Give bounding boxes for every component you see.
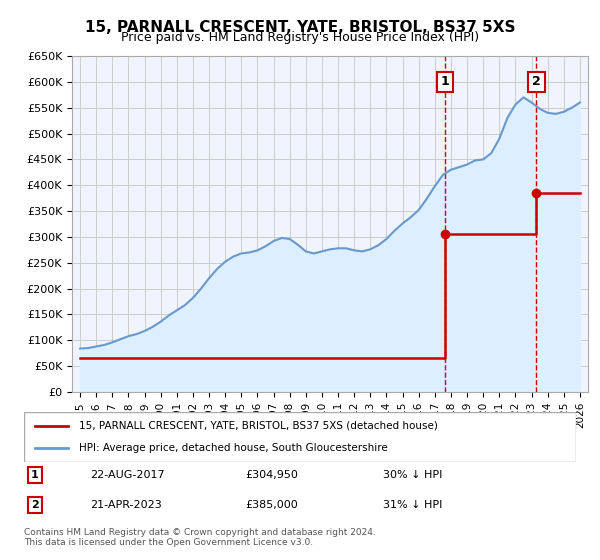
- Text: 31% ↓ HPI: 31% ↓ HPI: [383, 500, 442, 510]
- Text: HPI: Average price, detached house, South Gloucestershire: HPI: Average price, detached house, Sout…: [79, 443, 388, 453]
- Text: 2: 2: [532, 76, 541, 88]
- Text: 2: 2: [31, 500, 39, 510]
- Text: 22-AUG-2017: 22-AUG-2017: [90, 470, 165, 480]
- Text: 21-APR-2023: 21-APR-2023: [90, 500, 162, 510]
- Text: £304,950: £304,950: [245, 470, 298, 480]
- Text: 15, PARNALL CRESCENT, YATE, BRISTOL, BS37 5XS (detached house): 15, PARNALL CRESCENT, YATE, BRISTOL, BS3…: [79, 421, 438, 431]
- Text: 30% ↓ HPI: 30% ↓ HPI: [383, 470, 442, 480]
- Text: 1: 1: [31, 470, 39, 480]
- Text: Price paid vs. HM Land Registry's House Price Index (HPI): Price paid vs. HM Land Registry's House …: [121, 31, 479, 44]
- Text: 1: 1: [441, 76, 449, 88]
- Text: 15, PARNALL CRESCENT, YATE, BRISTOL, BS37 5XS: 15, PARNALL CRESCENT, YATE, BRISTOL, BS3…: [85, 20, 515, 35]
- Text: Contains HM Land Registry data © Crown copyright and database right 2024.
This d: Contains HM Land Registry data © Crown c…: [24, 528, 376, 547]
- FancyBboxPatch shape: [24, 412, 576, 462]
- Text: £385,000: £385,000: [245, 500, 298, 510]
